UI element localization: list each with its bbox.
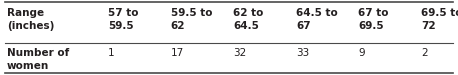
Text: 59.5 to
62: 59.5 to 62 <box>171 8 212 31</box>
Text: 33: 33 <box>296 48 310 58</box>
Text: 69.5 to
72: 69.5 to 72 <box>421 8 458 31</box>
Text: 57 to
59.5: 57 to 59.5 <box>108 8 138 31</box>
Text: Range
(inches): Range (inches) <box>7 8 54 31</box>
Text: 62 to
64.5: 62 to 64.5 <box>234 8 264 31</box>
Text: Number of
women: Number of women <box>7 48 69 71</box>
Text: 67 to
69.5: 67 to 69.5 <box>358 8 388 31</box>
Text: 64.5 to
67: 64.5 to 67 <box>296 8 338 31</box>
Text: 32: 32 <box>234 48 247 58</box>
Text: 17: 17 <box>171 48 184 58</box>
Text: 9: 9 <box>358 48 365 58</box>
Text: 2: 2 <box>421 48 427 58</box>
Text: 1: 1 <box>108 48 114 58</box>
